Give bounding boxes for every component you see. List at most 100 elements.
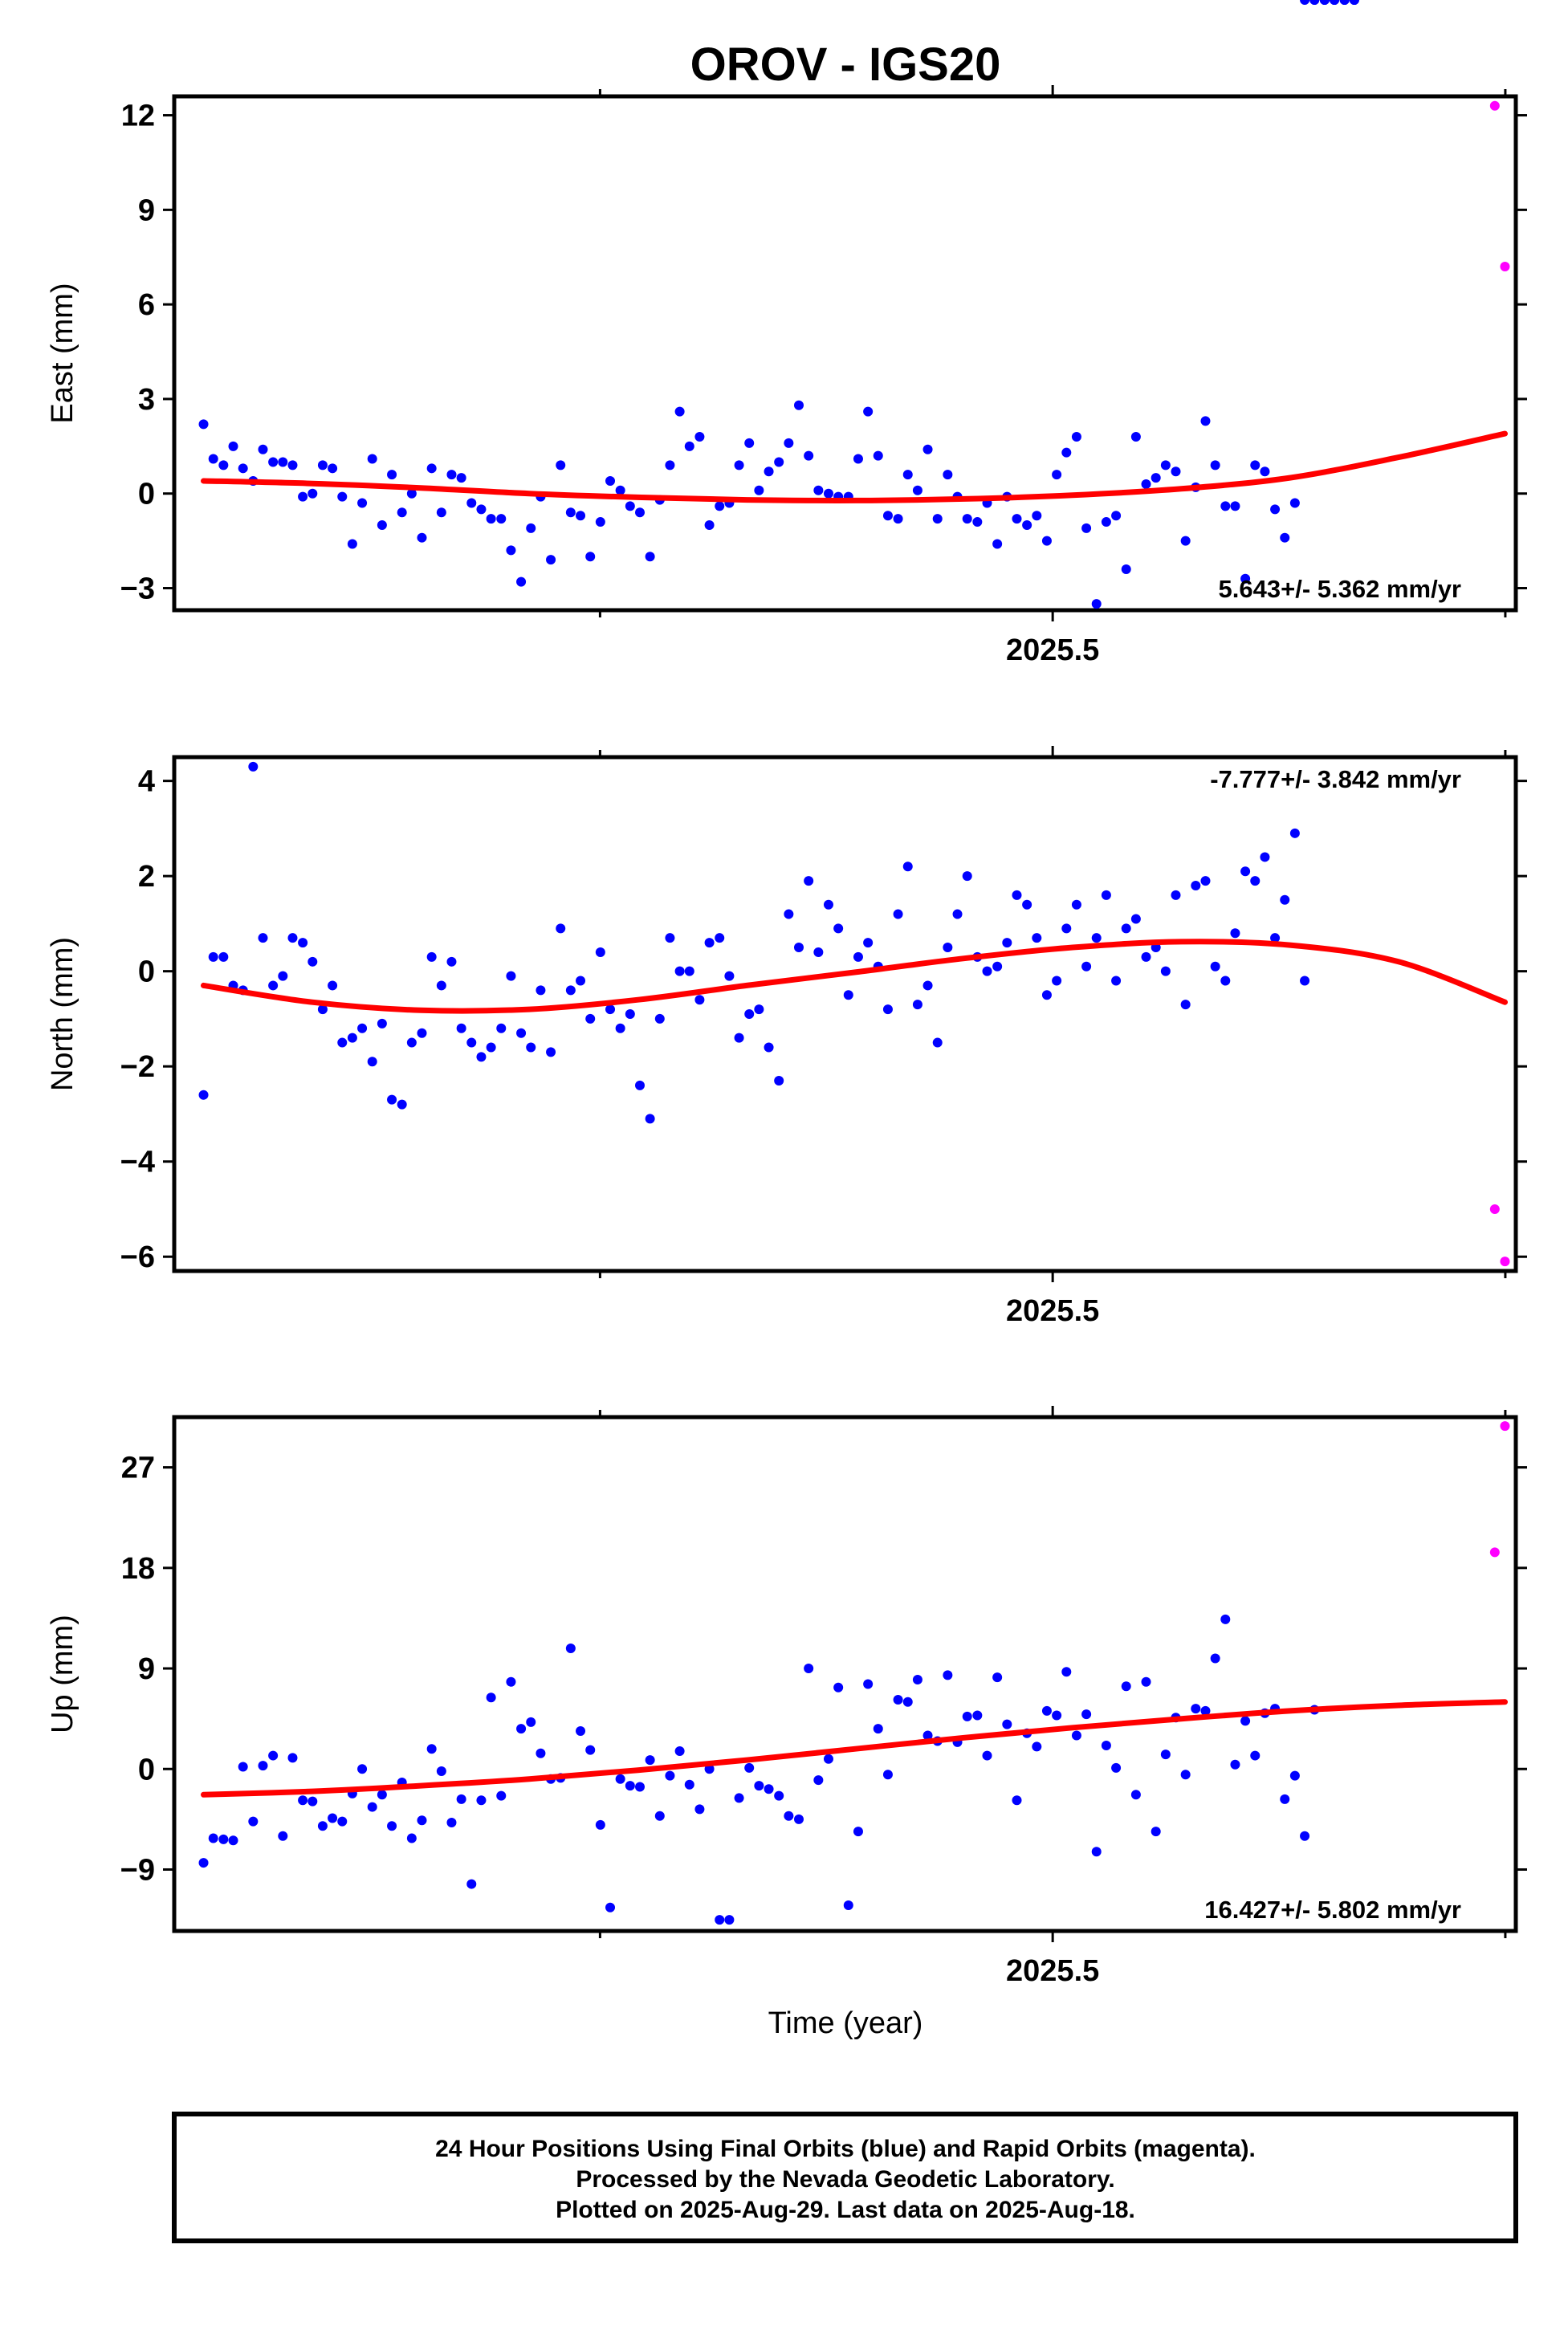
up-final-orbit-point <box>873 1724 883 1734</box>
north-ytick-label: −4 <box>120 1146 155 1179</box>
north-final-orbit-point <box>307 956 318 967</box>
up-final-orbit-point <box>744 1762 755 1773</box>
up-final-orbit-point <box>287 1753 298 1763</box>
up-final-orbit-point <box>843 1900 853 1910</box>
east-final-orbit-point <box>496 514 507 524</box>
north-final-orbit-point <box>337 1037 348 1048</box>
north-final-orbit-point <box>843 990 853 1000</box>
east-rapid-orbit-point <box>1500 262 1510 272</box>
up-final-orbit-point <box>198 1858 209 1868</box>
north-final-orbit-point <box>992 961 1003 972</box>
east-final-orbit-point <box>804 450 814 461</box>
east-final-orbit-point <box>1210 460 1220 470</box>
up-final-orbit-point <box>258 1761 268 1771</box>
north-final-orbit-point <box>1220 976 1231 986</box>
north-final-orbit-point <box>1280 894 1290 905</box>
east-final-orbit-point <box>635 507 646 518</box>
up-final-orbit-point <box>446 1818 457 1828</box>
north-fit-line <box>201 939 1508 1014</box>
east-final-orbit-point <box>486 514 496 524</box>
east-final-orbit-point <box>1300 0 1310 5</box>
north-rapid-orbit-point <box>1500 1257 1510 1267</box>
up-final-orbit-point <box>992 1672 1003 1683</box>
east-final-orbit-point <box>268 457 279 467</box>
east-final-orbit-point <box>1130 432 1141 442</box>
north-final-orbit-point <box>436 980 446 991</box>
north-final-orbit-point <box>774 1075 784 1086</box>
up-final-orbit-point <box>516 1724 527 1734</box>
north-final-orbit-point <box>962 871 972 882</box>
north-xtick-label: 2025.5 <box>1006 1294 1099 1328</box>
north-final-orbit-point <box>882 1004 893 1015</box>
east-final-orbit-point <box>1260 466 1270 477</box>
north-final-orbit-point <box>1022 899 1032 910</box>
up-final-orbit-point <box>1191 1704 1201 1714</box>
up-final-orbit-point <box>238 1762 248 1772</box>
north-final-orbit-point <box>704 938 715 948</box>
up-final-orbit-point <box>665 1770 675 1781</box>
up-final-orbit-point <box>1111 1762 1122 1773</box>
up-final-orbit-point <box>1349 0 1359 5</box>
north-final-orbit-point <box>943 943 953 953</box>
up-final-orbit-point <box>536 1748 546 1758</box>
north-final-orbit-point <box>298 938 308 948</box>
east-final-orbit-point <box>1160 460 1171 470</box>
up-final-orbit-point <box>684 1779 694 1790</box>
east-final-orbit-point <box>674 406 685 417</box>
x-axis-label: Time (year) <box>768 2006 923 2040</box>
east-final-orbit-point <box>882 511 893 521</box>
up-final-orbit-point <box>813 1775 824 1786</box>
north-final-orbit-point <box>833 923 844 934</box>
up-final-orbit-point <box>882 1770 893 1780</box>
north-final-orbit-point <box>1230 928 1240 939</box>
north-final-orbit-point <box>615 1023 625 1033</box>
up-final-orbit-point <box>417 1815 427 1826</box>
east-final-orbit-point <box>873 450 883 461</box>
north-final-orbit-point <box>932 1037 943 1048</box>
north-ytick-label: −6 <box>120 1240 155 1274</box>
east-final-orbit-point <box>1200 416 1211 426</box>
up-final-orbit-point <box>754 1781 764 1791</box>
up-final-orbit-point <box>476 1795 487 1806</box>
up-final-orbit-point <box>784 1811 794 1821</box>
east-final-orbit-point <box>684 441 694 451</box>
east-final-orbit-point <box>912 485 922 495</box>
up-plot-frame <box>172 1415 1518 1933</box>
east-final-orbit-point <box>972 517 983 528</box>
east-final-orbit-point <box>853 454 863 464</box>
up-final-orbit-point <box>774 1790 784 1801</box>
east-final-orbit-point <box>715 501 725 511</box>
east-final-orbit-point <box>506 545 516 556</box>
north-velocity-label: -7.777+/- 3.842 mm/yr <box>1210 765 1461 793</box>
east-final-orbit-point <box>863 406 874 417</box>
up-final-orbit-point <box>486 1693 496 1703</box>
up-ytick-label: −9 <box>120 1853 155 1887</box>
up-final-orbit-point <box>565 1644 576 1653</box>
up-rapid-orbit-point <box>1500 1421 1510 1432</box>
north-final-orbit-point <box>198 1090 209 1100</box>
north-final-orbit-point <box>328 980 338 991</box>
up-final-orbit-point <box>1071 1730 1081 1741</box>
east-ytick-label: 3 <box>138 383 155 417</box>
chart-title: OROV - IGS20 <box>690 39 1001 91</box>
north-final-orbit-point <box>546 1047 556 1057</box>
up-final-orbit-point <box>645 1755 655 1766</box>
east-final-orbit-point <box>565 507 576 518</box>
east-plot-frame <box>172 94 1518 613</box>
up-final-orbit-point <box>615 1774 625 1784</box>
up-final-orbit-point <box>456 1794 466 1804</box>
north-final-orbit-point <box>456 1023 466 1033</box>
north-final-orbit-point <box>684 966 694 976</box>
north-final-orbit-point <box>1309 0 1320 5</box>
north-final-orbit-point <box>912 1000 922 1010</box>
north-final-orbit-point <box>893 909 903 919</box>
up-final-orbit-point <box>625 1781 635 1791</box>
north-final-orbit-point <box>1111 976 1122 986</box>
up-final-orbit-point <box>228 1835 238 1846</box>
north-final-orbit-point <box>1289 828 1300 838</box>
east-final-orbit-point <box>962 514 972 524</box>
up-final-orbit-point <box>248 1816 259 1827</box>
up-final-orbit-point <box>833 1682 844 1693</box>
north-final-orbit-point <box>1180 1000 1191 1010</box>
up-final-orbit-point <box>902 1697 913 1707</box>
